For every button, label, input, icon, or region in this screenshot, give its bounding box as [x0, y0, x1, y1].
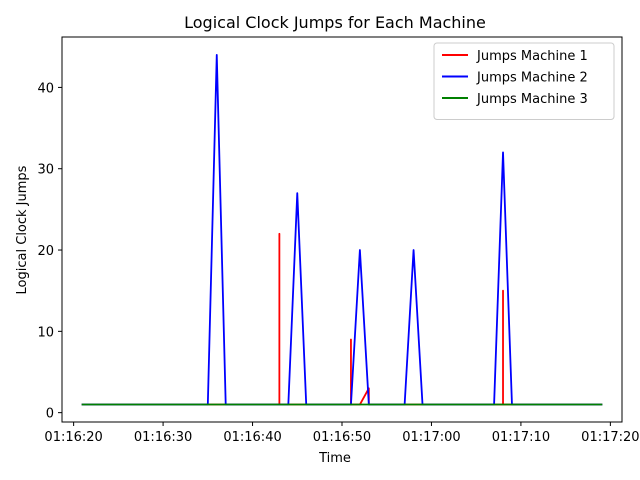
chart-title: Logical Clock Jumps for Each Machine: [184, 13, 486, 32]
legend-label-3: Jumps Machine 3: [476, 92, 588, 107]
y-tick-label: 20: [37, 244, 54, 259]
y-axis: 0 10 20 30 40: [37, 81, 62, 422]
legend-box: [433, 42, 615, 120]
x-tick-label: 01:17:10: [492, 430, 550, 445]
x-axis: 01:16:20 01:16:30 01:16:40 01:16:50 01:17:00…: [44, 422, 640, 445]
y-tick-label: 0: [46, 407, 54, 422]
plot-lines: [81, 53, 603, 406]
y-tick-label: 40: [37, 81, 54, 96]
x-tick-label: 01:16:30: [134, 430, 192, 445]
x-tick-label: 01:17:00: [402, 430, 460, 445]
y-tick-label: 30: [37, 163, 54, 178]
legend: Jumps Machine 1 Jumps Machine 2 Jumps Mach…: [433, 42, 615, 120]
series-line-1: [81, 232, 603, 406]
x-tick-label: 01:16:40: [223, 430, 281, 445]
x-tick-label: 01:16:50: [313, 430, 371, 445]
y-axis-label: Logical Clock Jumps: [15, 165, 30, 294]
x-tick-label: 01:17:20: [581, 430, 639, 445]
x-axis-label: Time: [318, 451, 351, 466]
legend-label-1: Jumps Machine 1: [476, 49, 588, 64]
y-tick-label: 10: [37, 325, 54, 340]
series-line-2: [81, 53, 603, 406]
legend-label-2: Jumps Machine 2: [476, 71, 588, 86]
x-tick-label: 01:16:20: [44, 430, 102, 445]
